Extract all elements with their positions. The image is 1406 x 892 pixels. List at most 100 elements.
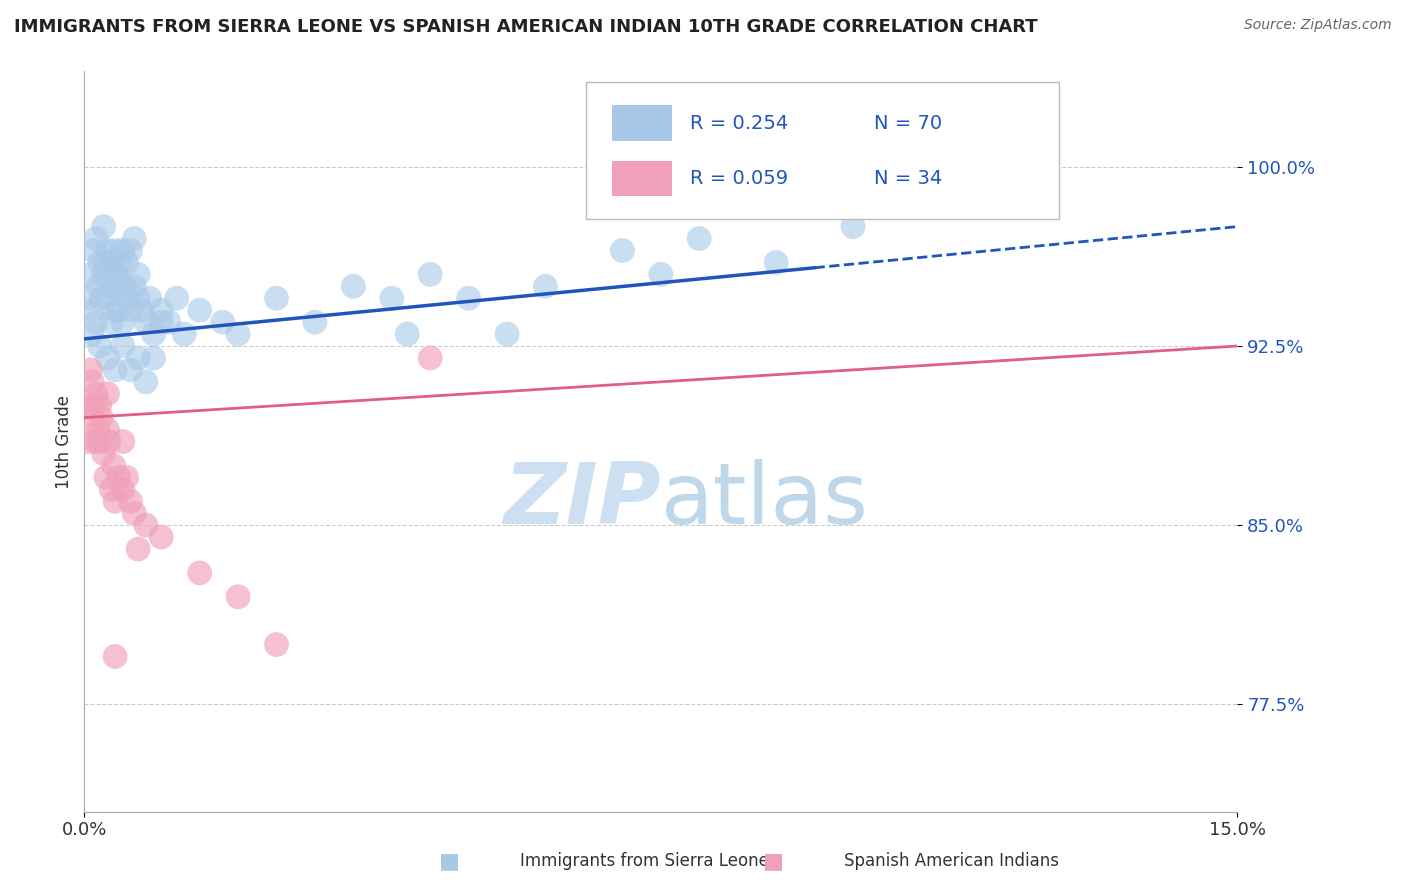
Point [80,327,103,342]
Point [266,638,288,652]
Text: atlas: atlas [661,459,869,542]
Point [112,279,135,293]
Point [83,399,105,413]
Point [97,434,120,449]
Point [93,219,115,234]
Point [83,244,105,258]
Point [79,363,101,377]
Point [115,470,138,484]
Point [131,303,153,318]
Point [120,244,142,258]
Point [80,303,103,318]
Point [89,399,111,413]
Point [211,315,233,329]
Point [266,291,288,305]
Point [226,590,249,604]
Point [534,279,557,293]
Point [96,423,118,437]
Point [765,255,787,269]
Point [157,315,180,329]
Point [94,255,117,269]
Text: Immigrants from Sierra Leone: Immigrants from Sierra Leone [520,852,769,870]
Point [105,268,128,282]
Point [100,483,122,497]
Point [87,423,110,437]
Point [127,268,149,282]
Point [108,470,131,484]
Point [150,530,173,544]
Point [419,268,441,282]
Point [612,244,634,258]
Point [304,315,326,329]
Point [688,231,710,245]
Point [104,303,127,318]
Point [110,279,132,293]
Point [84,315,107,329]
Point [124,506,146,520]
Point [96,351,118,365]
Point [124,279,146,293]
Text: R = 0.254: R = 0.254 [690,113,787,133]
Point [93,268,115,282]
Point [111,483,134,497]
Point [396,327,419,342]
Point [120,303,142,318]
Point [89,339,111,353]
Point [103,268,125,282]
Point [89,434,111,449]
Point [115,255,138,269]
Point [104,649,127,664]
Point [84,231,107,245]
Point [111,315,134,329]
Point [127,291,149,305]
FancyBboxPatch shape [613,161,672,196]
Point [79,268,101,282]
Point [135,518,157,533]
Point [138,291,160,305]
Point [381,291,404,305]
Point [108,303,131,318]
Point [103,458,125,473]
Point [97,279,120,293]
Point [120,494,142,508]
Point [842,219,865,234]
Point [96,386,118,401]
Point [135,375,157,389]
Text: ■: ■ [440,851,460,871]
Point [111,244,134,258]
Point [142,327,165,342]
Point [77,291,100,305]
Point [104,494,127,508]
Point [93,446,115,460]
Point [108,255,131,269]
Point [111,339,134,353]
Point [90,291,112,305]
Point [100,315,122,329]
Point [188,566,211,580]
Text: N = 34: N = 34 [875,169,942,188]
Point [173,327,195,342]
Point [188,303,211,318]
Point [104,363,127,377]
Point [135,315,157,329]
Point [142,351,165,365]
Point [94,470,117,484]
Point [166,291,188,305]
Point [150,303,173,318]
Point [419,351,441,365]
Point [80,375,103,389]
Text: IMMIGRANTS FROM SIERRA LEONE VS SPANISH AMERICAN INDIAN 10TH GRADE CORRELATION C: IMMIGRANTS FROM SIERRA LEONE VS SPANISH … [14,18,1038,36]
Text: ZIP: ZIP [503,459,661,542]
Text: Source: ZipAtlas.com: Source: ZipAtlas.com [1244,18,1392,32]
Point [496,327,519,342]
Point [457,291,479,305]
Text: N = 70: N = 70 [875,113,942,133]
Point [77,399,100,413]
Point [96,244,118,258]
Point [120,363,142,377]
Point [127,351,149,365]
FancyBboxPatch shape [613,105,672,141]
Point [650,268,672,282]
FancyBboxPatch shape [586,82,1059,219]
Point [90,410,112,425]
